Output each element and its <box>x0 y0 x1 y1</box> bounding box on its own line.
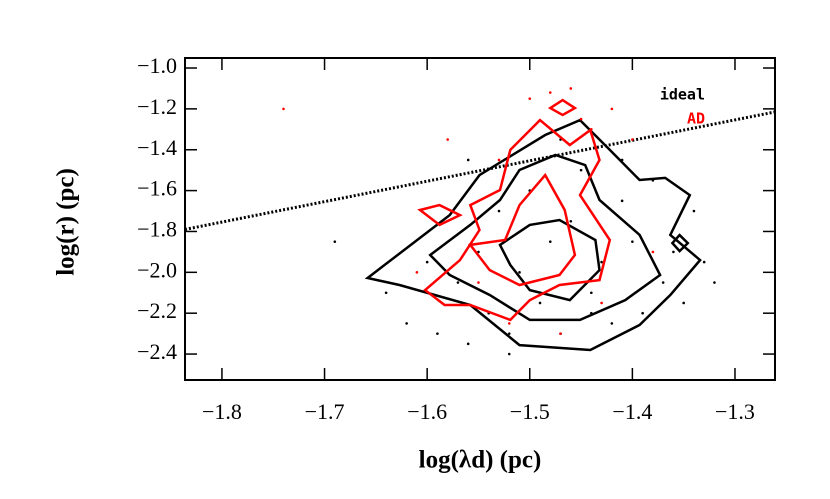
legend-entry: AD <box>687 110 705 128</box>
contour <box>428 153 662 322</box>
scatter-point <box>559 332 562 335</box>
scatter-point <box>446 138 449 141</box>
scatter-point <box>405 322 408 325</box>
contour <box>364 118 702 352</box>
scatter-point <box>590 291 593 295</box>
scatter-point <box>497 158 501 162</box>
contour <box>423 118 612 322</box>
scatter-point <box>528 97 532 100</box>
scatter-point <box>425 260 429 264</box>
scatter-point <box>282 107 285 111</box>
scatter-point <box>641 311 644 315</box>
y-tick-label: −1.0 <box>137 53 177 78</box>
scatter-point <box>702 260 706 264</box>
scatter-point <box>610 107 614 111</box>
scatter-point <box>436 332 439 335</box>
scatter-point <box>477 281 480 284</box>
scatter-point <box>713 281 716 284</box>
x-tick-label: −1.8 <box>202 399 242 424</box>
contour <box>670 233 690 253</box>
x-tick-label: −1.4 <box>612 399 652 424</box>
scatter-point <box>631 240 634 243</box>
scatter-point <box>692 209 696 213</box>
scatter-point <box>333 240 337 243</box>
scatter-point <box>610 322 614 325</box>
y-tick-label: −1.2 <box>137 94 177 119</box>
scatter-point <box>682 301 685 305</box>
x-tick-label: −1.6 <box>407 399 447 424</box>
scatter-point <box>477 250 480 254</box>
scatter-point <box>600 301 603 305</box>
x-tick-label: −1.5 <box>510 399 550 424</box>
scatter-point <box>579 117 583 121</box>
scatter-point <box>661 281 665 284</box>
contour <box>498 218 601 302</box>
scatter-point <box>569 87 573 90</box>
x-tick-label: −1.3 <box>715 399 755 424</box>
scatter-point <box>548 240 552 243</box>
scatter-point <box>415 271 419 274</box>
y-tick-label: −1.8 <box>137 217 177 242</box>
scatter-point <box>620 199 624 203</box>
scatter-point <box>600 260 603 264</box>
scatter-point <box>631 138 634 141</box>
legend-entry: ideal <box>660 86 705 104</box>
contour <box>417 203 463 227</box>
scatter-point <box>384 291 388 295</box>
scatter-point <box>518 271 521 274</box>
contour <box>468 172 577 287</box>
scatter-point <box>456 281 460 284</box>
y-tick-label: −2.0 <box>137 257 177 282</box>
scatter-point <box>507 352 511 356</box>
scatter-point <box>538 301 542 305</box>
scatter-point <box>507 332 511 335</box>
scatter-point <box>507 322 511 325</box>
contour <box>547 98 578 117</box>
plot-frame <box>184 57 776 381</box>
x-tick-label: −1.7 <box>305 399 345 424</box>
scatter-point <box>497 209 501 213</box>
y-tick-label: −1.4 <box>137 135 177 160</box>
scatter-point <box>651 250 655 254</box>
y-axis-label: log(r) (pc) <box>53 168 80 276</box>
scatter-point <box>466 342 470 346</box>
scatter-point <box>569 219 573 223</box>
x-axis-label: log(λd) (pc) <box>419 447 542 474</box>
scatter-point <box>466 158 470 162</box>
y-tick-label: −1.6 <box>137 176 177 201</box>
scatter-point <box>579 168 583 172</box>
y-tick-label: −2.2 <box>137 298 177 323</box>
y-tick-label: −2.4 <box>137 339 177 364</box>
scatter-point <box>672 250 675 254</box>
scatter-point <box>548 91 552 94</box>
fit-line <box>184 110 776 231</box>
